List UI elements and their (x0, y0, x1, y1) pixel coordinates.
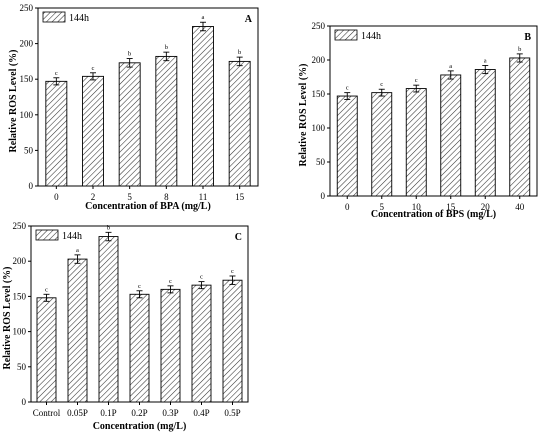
x-axis-title: Concentration of BPA (mg/L) (85, 201, 211, 212)
y-tick-label: 100 (312, 123, 326, 133)
x-tick-label: 8 (164, 192, 169, 202)
significance-letter: b (238, 49, 241, 56)
legend-swatch (42, 11, 66, 23)
y-axis-title: Relative ROS Level (%) (8, 49, 19, 152)
y-tick-label: 250 (13, 221, 27, 231)
x-tick-label: 0 (345, 202, 350, 212)
chart-panel-A: 0 50 100 150 200 250 c 0 c 2 b 5 b 8 a 11 b 15 Concentrati… (8, 3, 259, 212)
panel-letter: C (235, 232, 242, 243)
x-tick-label: 2 (91, 192, 96, 202)
bar (118, 62, 141, 187)
y-tick-label: 250 (312, 21, 326, 31)
bar (474, 69, 496, 197)
significance-letter: c (55, 70, 58, 77)
significance-letter: c (346, 85, 349, 92)
significance-letter: b (128, 51, 131, 58)
bar (36, 297, 57, 403)
x-tick-label: 5 (380, 202, 385, 212)
x-tick-label: 0 (54, 192, 59, 202)
significance-letter: b (518, 46, 521, 53)
y-tick-label: 0 (22, 397, 27, 407)
significance-letter: a (76, 247, 79, 254)
legend-swatch (35, 229, 59, 241)
y-tick-label: 150 (312, 89, 326, 99)
y-tick-label: 0 (321, 191, 326, 201)
significance-letter: b (107, 224, 110, 231)
bar (405, 88, 427, 197)
legend-label: 144h (69, 13, 89, 24)
x-tick-label: 0.5P (224, 408, 240, 418)
x-tick-label: 5 (127, 192, 132, 202)
bar (98, 236, 119, 403)
y-tick-label: 200 (20, 39, 34, 49)
y-tick-label: 150 (20, 74, 34, 84)
bar (509, 57, 531, 197)
bar (129, 293, 150, 403)
bar (45, 80, 68, 187)
panel-letter: B (524, 32, 531, 43)
plot-frame (37, 7, 259, 187)
bar (67, 258, 88, 403)
x-tick-label: 40 (515, 202, 525, 212)
significance-letter: c (231, 268, 234, 275)
y-tick-label: 200 (13, 256, 27, 266)
bar (155, 55, 178, 187)
y-tick-label: 50 (316, 157, 326, 167)
y-tick-label: 100 (20, 110, 34, 120)
y-tick-label: 150 (13, 291, 27, 301)
significance-letter: c (169, 278, 172, 285)
y-tick-label: 50 (24, 145, 34, 155)
significance-letter: a (202, 14, 205, 21)
significance-letter: c (380, 81, 383, 88)
x-tick-label: 15 (446, 202, 456, 212)
bar (336, 95, 358, 197)
bar (82, 75, 104, 187)
significance-letter: c (92, 65, 95, 72)
x-tick-label: 11 (199, 192, 208, 202)
y-tick-label: 0 (29, 181, 34, 191)
y-tick-label: 100 (13, 327, 27, 337)
x-tick-label: 0.1P (100, 408, 116, 418)
x-tick-label: 0.4P (193, 408, 209, 418)
x-tick-label: 15 (235, 192, 245, 202)
bar (192, 26, 214, 187)
bar (371, 92, 393, 197)
bar (222, 279, 243, 403)
significance-letter: a (449, 63, 452, 70)
chart-panel-B: 0 50 100 150 200 250 c 0 c 5 c 10 a 15 a 20 b 40 Concentra… (298, 21, 538, 220)
y-tick-label: 200 (312, 55, 326, 65)
legend-label: 144h (361, 31, 381, 42)
bar (160, 288, 181, 403)
y-axis-title: Relative ROS Level (%) (298, 63, 309, 166)
y-tick-label: 250 (20, 3, 34, 13)
legend-swatch (334, 29, 358, 41)
legend-label: 144h (62, 231, 82, 242)
x-tick-label: Control (33, 408, 61, 418)
panel-letter: A (245, 14, 253, 25)
x-tick-label: 20 (481, 202, 491, 212)
x-tick-label: 0.05P (67, 408, 88, 418)
x-tick-label: 10 (412, 202, 422, 212)
bar (191, 284, 212, 403)
bar (228, 60, 251, 187)
y-tick-label: 50 (17, 362, 27, 372)
y-axis-title: Relative ROS Level (%) (2, 266, 13, 369)
x-axis-title: Concentration of BPS (mg/L) (371, 209, 496, 220)
x-tick-label: 0.3P (162, 408, 178, 418)
chart-panel-C: 0 50 100 150 200 250 c Control a 0.05P b 0.1P c 0.2P c… (2, 221, 249, 432)
plot-frame (329, 25, 538, 197)
significance-letter: c (138, 283, 141, 290)
significance-letter: b (165, 44, 168, 51)
significance-letter: c (45, 286, 48, 293)
bar (440, 74, 462, 197)
significance-letter: c (415, 77, 418, 84)
significance-letter: c (200, 274, 203, 281)
x-tick-label: 0.2P (131, 408, 147, 418)
significance-letter: a (484, 57, 487, 64)
x-axis-title: Concentration (mg/L) (93, 421, 187, 432)
